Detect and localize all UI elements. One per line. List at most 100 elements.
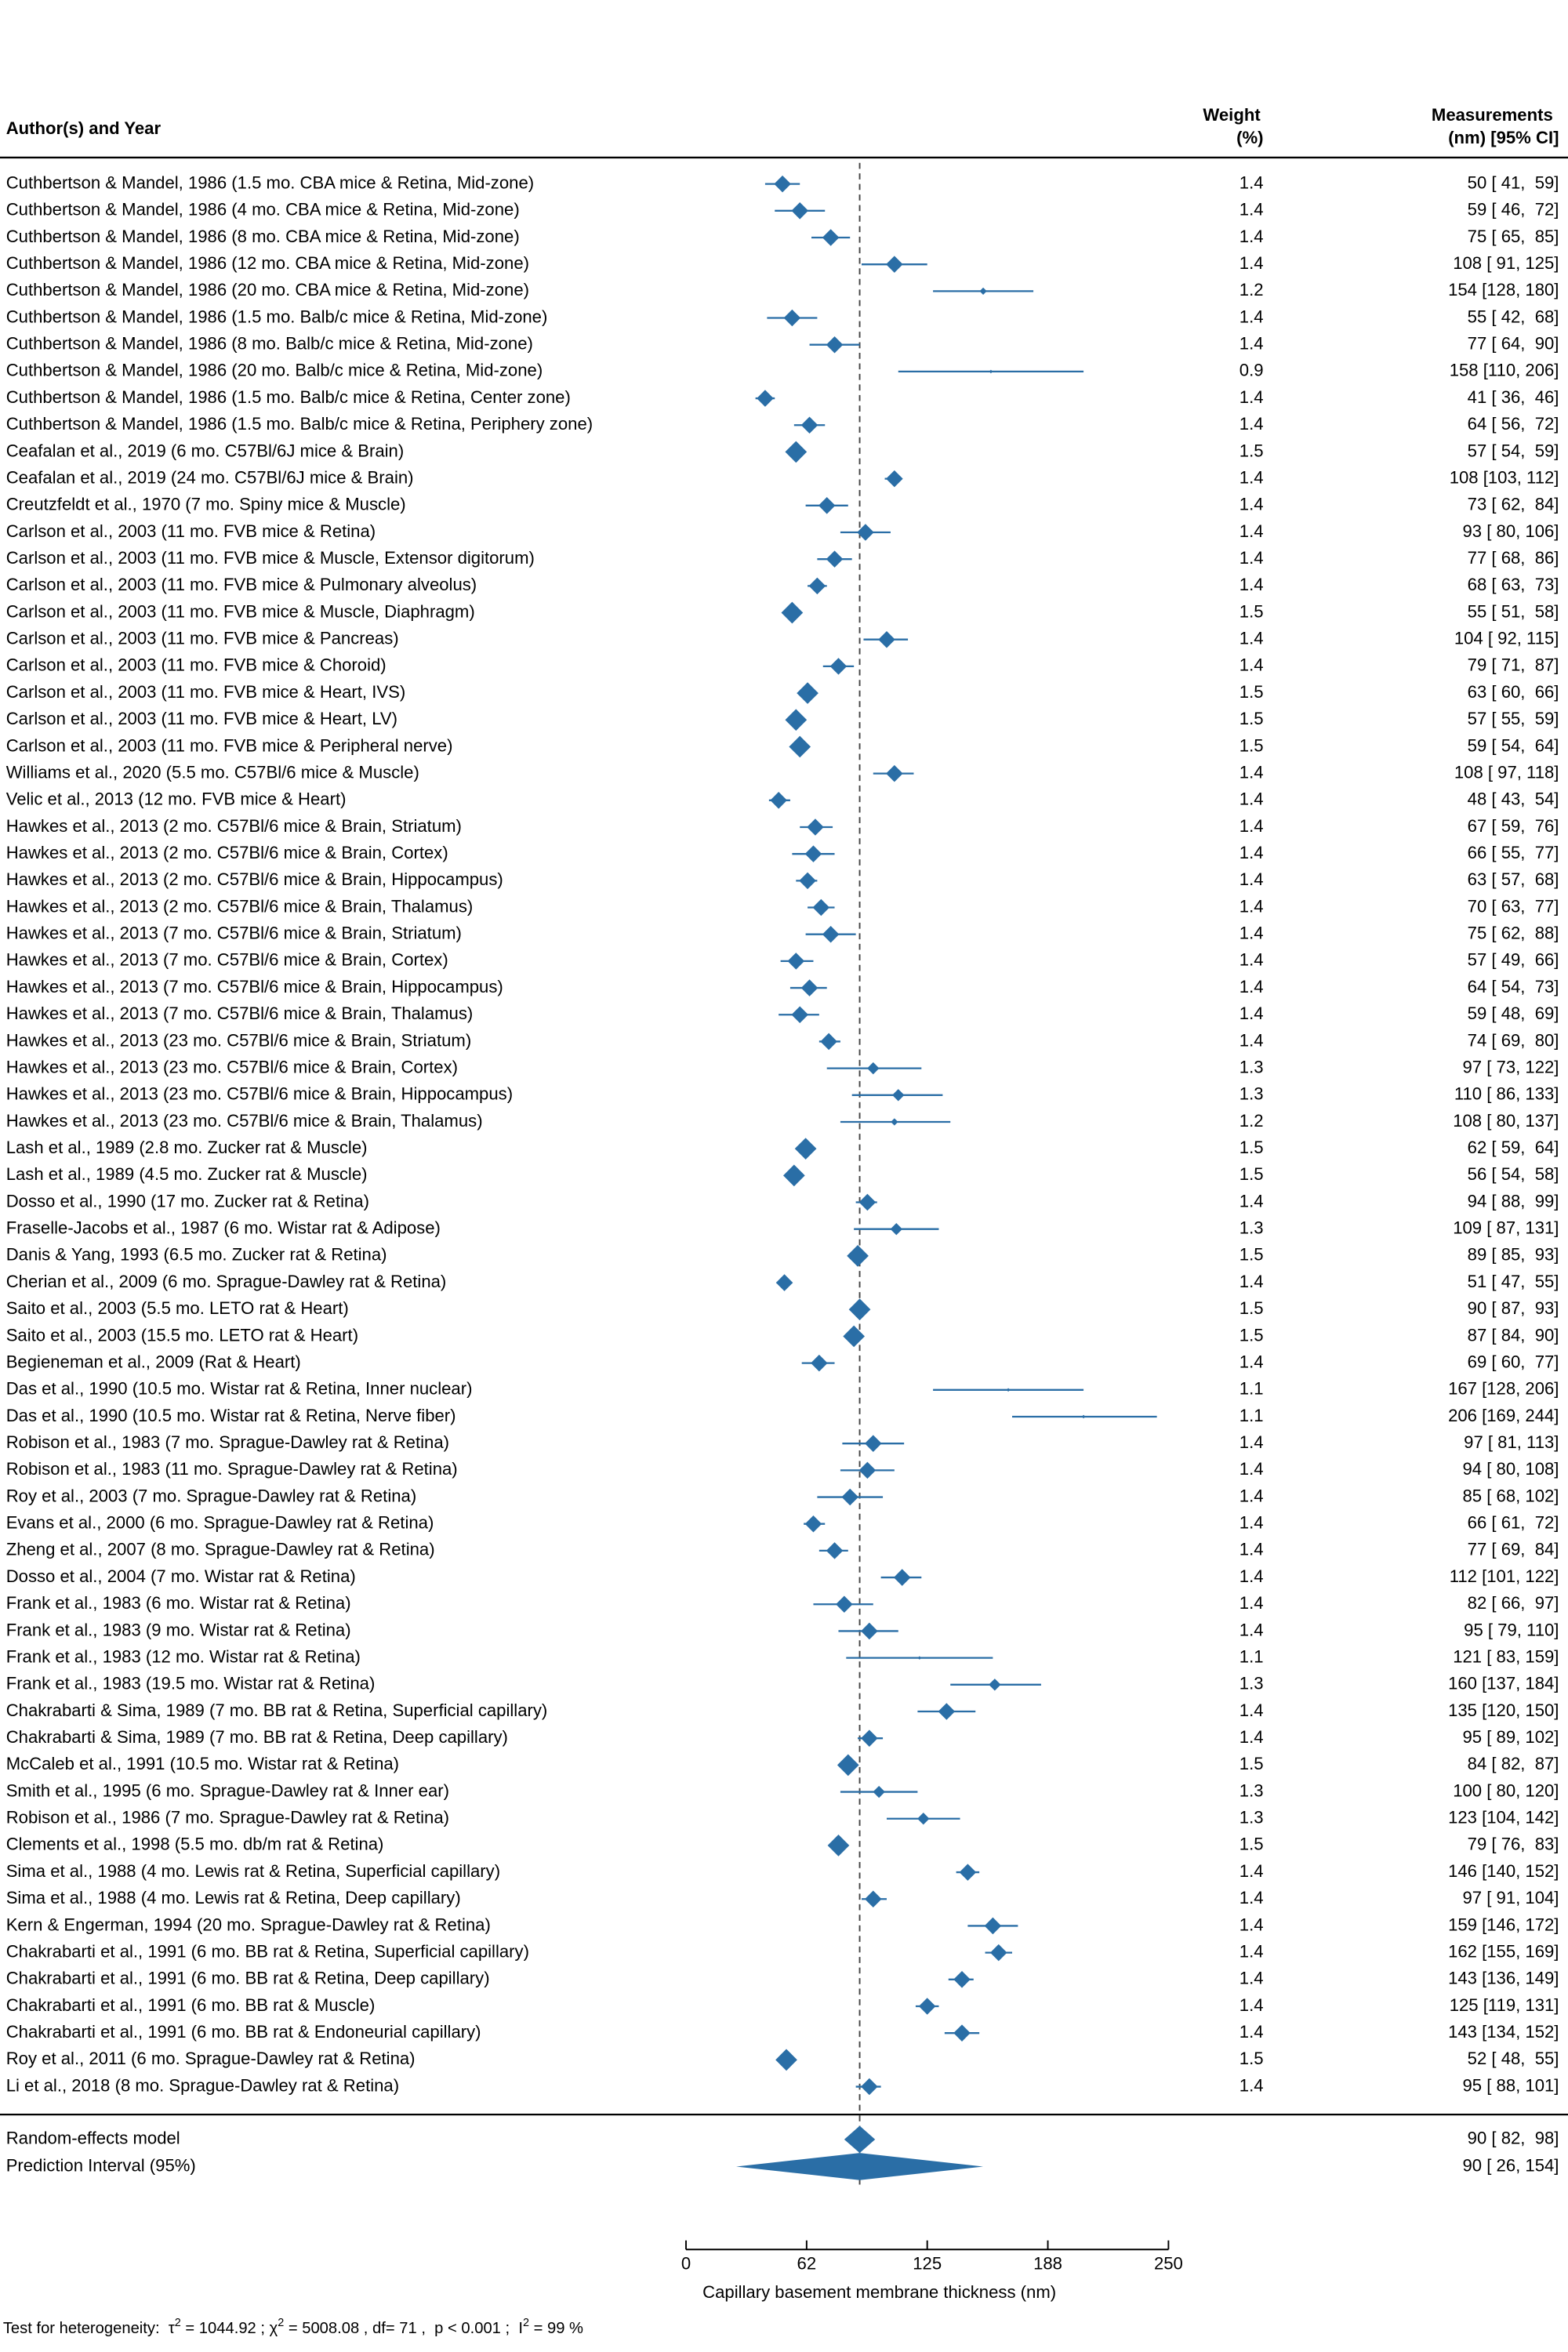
measure-label: 206 [169, 244] bbox=[1448, 1406, 1559, 1425]
weight-label: 1.4 bbox=[1240, 1888, 1264, 1907]
study-label: Frank et al., 1983 (6 mo. Wistar rat & R… bbox=[6, 1593, 351, 1613]
study-label: Robison et al., 1983 (7 mo. Sprague-Dawl… bbox=[6, 1432, 449, 1452]
weight-label: 1.4 bbox=[1240, 1861, 1264, 1881]
study-label: Das et al., 1990 (10.5 mo. Wistar rat & … bbox=[6, 1379, 473, 1399]
measure-label: 95 [ 89, 102] bbox=[1463, 1727, 1559, 1747]
weight-label: 1.4 bbox=[1240, 2022, 1264, 2042]
point-estimate bbox=[770, 792, 787, 809]
point-estimate bbox=[775, 1274, 793, 1291]
weight-label: 1.4 bbox=[1240, 1941, 1264, 1961]
study-label: Carlson et al., 2003 (11 mo. FVB mice & … bbox=[6, 575, 477, 594]
point-estimate bbox=[837, 1754, 859, 1777]
point-estimate bbox=[890, 1223, 902, 1236]
weight-label: 1.5 bbox=[1240, 709, 1264, 728]
point-estimate bbox=[808, 577, 826, 595]
weight-label: 1.5 bbox=[1240, 1138, 1264, 1157]
study-label: Dosso et al., 2004 (7 mo. Wistar rat & R… bbox=[6, 1566, 356, 1586]
summary-diamond bbox=[736, 2153, 984, 2180]
point-estimate bbox=[918, 1998, 936, 2015]
measure-label: 51 [ 47, 55] bbox=[1468, 1272, 1559, 1291]
study-label: Roy et al., 2003 (7 mo. Sprague-Dawley r… bbox=[6, 1486, 417, 1505]
point-estimate bbox=[886, 764, 903, 782]
weight-label: 1.4 bbox=[1240, 2075, 1264, 2095]
weight-label: 1.4 bbox=[1240, 1727, 1264, 1747]
weight-label: 1.5 bbox=[1240, 1325, 1264, 1345]
study-label: Williams et al., 2020 (5.5 mo. C57Bl/6 m… bbox=[6, 762, 419, 782]
weight-label: 1.3 bbox=[1240, 1780, 1264, 1800]
weight-label: 1.4 bbox=[1240, 495, 1264, 514]
header-weight-unit: (%) bbox=[1236, 128, 1263, 147]
header-study: Author(s) and Year bbox=[6, 118, 162, 138]
measure-label: 79 [ 76, 83] bbox=[1468, 1835, 1559, 1854]
weight-label: 1.4 bbox=[1240, 1486, 1264, 1505]
point-estimate bbox=[826, 1542, 844, 1559]
study-label: Hawkes et al., 2013 (7 mo. C57Bl/6 mice … bbox=[6, 924, 462, 943]
point-estimate bbox=[804, 845, 822, 862]
study-label: Chakrabarti et al., 1991 (6 mo. BB rat &… bbox=[6, 1969, 490, 1988]
point-estimate bbox=[783, 309, 801, 327]
measure-label: 135 [120, 150] bbox=[1448, 1700, 1559, 1720]
measure-label: 162 [155, 169] bbox=[1448, 1941, 1559, 1961]
point-estimate bbox=[829, 658, 848, 675]
study-label: Frank et al., 1983 (9 mo. Wistar rat & R… bbox=[6, 1620, 351, 1639]
measure-label: 57 [ 54, 59] bbox=[1468, 441, 1559, 460]
study-label: Clements et al., 1998 (5.5 mo. db/m rat … bbox=[6, 1835, 384, 1854]
point-estimate bbox=[785, 709, 808, 731]
point-estimate bbox=[807, 818, 824, 836]
point-estimate bbox=[797, 682, 818, 704]
weight-label: 1.4 bbox=[1240, 789, 1264, 809]
study-label: Carlson et al., 2003 (11 mo. FVB mice & … bbox=[6, 601, 475, 621]
weight-label: 1.4 bbox=[1240, 924, 1264, 943]
study-label: Zheng et al., 2007 (8 mo. Sprague-Dawley… bbox=[6, 1540, 435, 1559]
study-label: Hawkes et al., 2013 (23 mo. C57Bl/6 mice… bbox=[6, 1057, 458, 1076]
study-label: Carlson et al., 2003 (11 mo. FVB mice & … bbox=[6, 521, 376, 541]
measure-label: 97 [ 91, 104] bbox=[1463, 1888, 1559, 1907]
point-estimate bbox=[836, 1595, 853, 1613]
study-label: Chakrabarti et al., 1991 (6 mo. BB rat &… bbox=[6, 1941, 529, 1961]
study-label: Roy et al., 2011 (6 mo. Sprague-Dawley r… bbox=[6, 2049, 416, 2068]
study-label: Hawkes et al., 2013 (23 mo. C57Bl/6 mice… bbox=[6, 1030, 472, 1050]
header-measure-unit: (nm) [95% CI] bbox=[1448, 128, 1559, 147]
summary-diamond bbox=[844, 2125, 876, 2154]
measure-label: 59 [ 46, 72] bbox=[1468, 200, 1559, 220]
study-label: Saito et al., 2003 (5.5 mo. LETO rat & H… bbox=[6, 1298, 349, 1318]
measure-label: 55 [ 42, 68] bbox=[1468, 307, 1559, 326]
study-label: McCaleb et al., 1991 (10.5 mo. Wistar ra… bbox=[6, 1754, 399, 1773]
weight-label: 1.4 bbox=[1240, 1352, 1264, 1371]
measure-label: 68 [ 63, 73] bbox=[1468, 575, 1559, 594]
measure-label: 100 [ 80, 120] bbox=[1453, 1780, 1559, 1800]
weight-label: 1.4 bbox=[1240, 200, 1264, 220]
point-estimate bbox=[892, 1089, 905, 1102]
footnote-part: = 99 % bbox=[529, 2320, 583, 2337]
measure-label: 52 [ 48, 55] bbox=[1468, 2049, 1559, 2068]
point-estimate bbox=[791, 202, 808, 220]
point-estimate bbox=[938, 1703, 956, 1720]
study-label: Hawkes et al., 2013 (2 mo. C57Bl/6 mice … bbox=[6, 869, 503, 889]
point-estimate bbox=[917, 1813, 930, 1825]
point-estimate bbox=[891, 1118, 898, 1126]
measure-label: 125 [119, 131] bbox=[1450, 1995, 1559, 2015]
measure-label: 84 [ 82, 87] bbox=[1468, 1754, 1559, 1773]
study-label: Begieneman et al., 2009 (Rat & Heart) bbox=[6, 1352, 301, 1371]
study-label: Hawkes et al., 2013 (2 mo. C57Bl/6 mice … bbox=[6, 843, 448, 862]
measure-label: 97 [ 73, 122] bbox=[1463, 1057, 1559, 1076]
weight-label: 1.5 bbox=[1240, 2049, 1264, 2068]
point-estimate bbox=[799, 872, 816, 890]
weight-label: 1.4 bbox=[1240, 1995, 1264, 2015]
measure-label: 75 [ 62, 88] bbox=[1468, 924, 1559, 943]
weight-label: 1.3 bbox=[1240, 1084, 1264, 1104]
study-label: Danis & Yang, 1993 (6.5 mo. Zucker rat &… bbox=[6, 1245, 387, 1265]
measure-label: 82 [ 66, 97] bbox=[1468, 1593, 1559, 1613]
weight-label: 1.3 bbox=[1240, 1808, 1264, 1828]
study-label: Hawkes et al., 2013 (7 mo. C57Bl/6 mice … bbox=[6, 1004, 474, 1023]
measure-label: 77 [ 69, 84] bbox=[1468, 1540, 1559, 1559]
measure-label: 94 [ 88, 99] bbox=[1468, 1191, 1559, 1210]
point-estimate bbox=[861, 1730, 878, 1747]
study-label: Cuthbertson & Mandel, 1986 (20 mo. CBA m… bbox=[6, 280, 529, 299]
point-estimate bbox=[822, 229, 840, 246]
study-label: Cuthbertson & Mandel, 1986 (1.5 mo. Balb… bbox=[6, 307, 548, 326]
point-estimate bbox=[917, 1656, 922, 1660]
measure-label: 109 [ 87, 131] bbox=[1453, 1218, 1559, 1238]
measure-label: 74 [ 69, 80] bbox=[1468, 1030, 1559, 1050]
point-estimate bbox=[789, 735, 811, 758]
